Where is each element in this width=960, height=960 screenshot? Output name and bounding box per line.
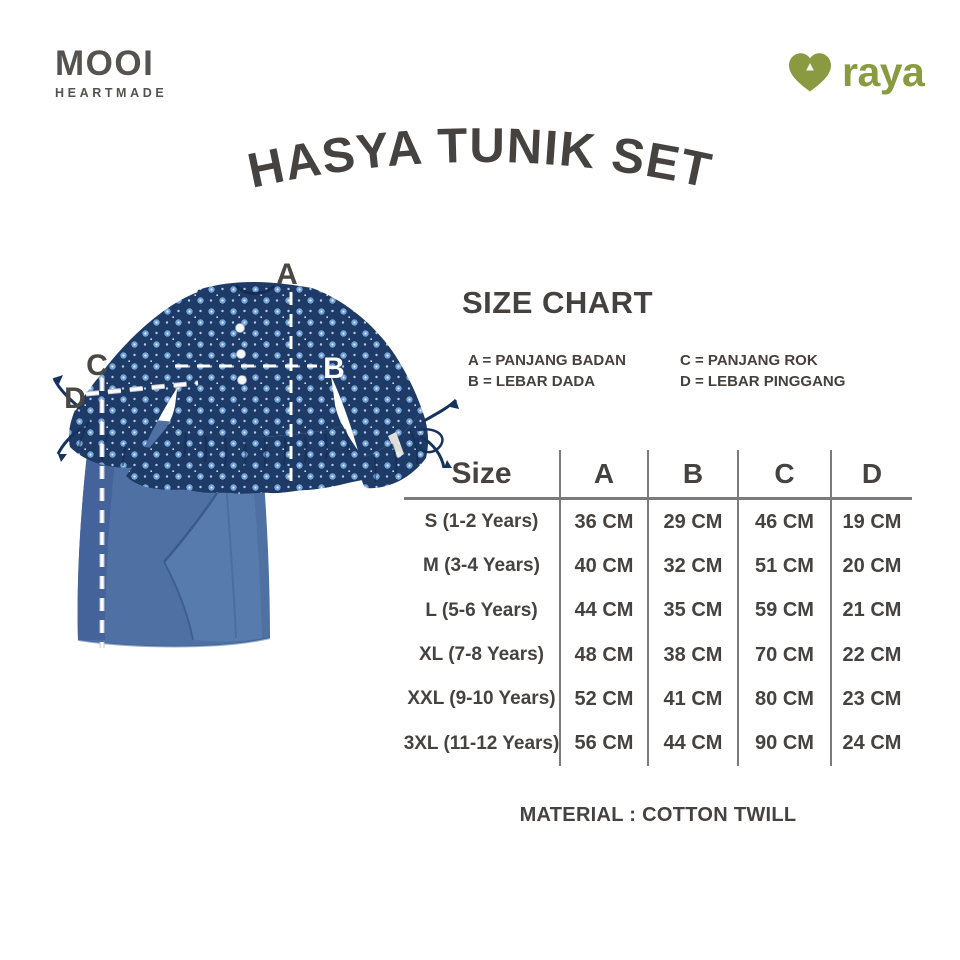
table-cell: 24 CM [830, 721, 912, 766]
tunic-top [52, 282, 459, 494]
measurement-legend: A = PANJANG BADAN B = LEBAR DADA C = PAN… [468, 352, 845, 394]
svg-text:HASYA TUNIK SET: HASYA TUNIK SET [243, 119, 717, 199]
label-A: A [276, 258, 298, 291]
table-cell: 19 CM [830, 500, 912, 545]
brand-logo: MOOI HEARTMADE [55, 46, 167, 100]
table-cell: 36 CM [559, 500, 647, 545]
size-table: Size A B C D S (1-2 Years) 36 CM 29 CM 4… [404, 450, 912, 766]
table-row-size: XXL (9-10 Years) [407, 688, 556, 710]
table-cell: 41 CM [647, 677, 737, 722]
table-cell: 44 CM [647, 721, 737, 766]
size-chart-heading: SIZE CHART [462, 285, 653, 320]
table-row-size: L (5-6 Years) [425, 599, 538, 621]
table-cell: 21 CM [830, 588, 912, 633]
label-C: C [86, 349, 108, 382]
table-cell: 22 CM [830, 632, 912, 678]
table-cell: 20 CM [830, 544, 912, 589]
table-cell: 40 CM [559, 544, 647, 589]
material-note: MATERIAL : COTTON TWILL [519, 804, 797, 826]
table-cell: 38 CM [647, 632, 737, 678]
raya-logo: raya [786, 49, 925, 99]
table-cell: 29 CM [647, 500, 737, 545]
label-D: D [64, 382, 86, 415]
table-cell: 46 CM [737, 500, 830, 545]
legend-item-b: B = LEBAR DADA [468, 373, 596, 390]
table-cell: 52 CM [559, 677, 647, 722]
table-cell: 59 CM [737, 588, 830, 633]
legend-item-d: D = LEBAR PINGGANG [680, 373, 846, 390]
table-cell: 35 CM [647, 588, 737, 633]
col-header-a: A [559, 450, 647, 500]
table-cell: 44 CM [559, 588, 647, 633]
brand-name: MOOI [55, 44, 155, 83]
table-cell: 51 CM [737, 544, 830, 589]
table-cell: 90 CM [737, 721, 830, 766]
table-cell: 23 CM [830, 677, 912, 722]
label-B: B [323, 352, 345, 385]
table-row-size: S (1-2 Years) [424, 511, 539, 533]
product-photo: A B C D [52, 258, 459, 648]
table-cell: 32 CM [647, 544, 737, 589]
raya-wordmark: raya [842, 49, 925, 95]
table-row-size: 3XL (11-12 Years) [403, 732, 560, 754]
col-header-size: Size [404, 450, 559, 500]
table-cell: 56 CM [559, 721, 647, 766]
sleeve-ties [52, 377, 458, 469]
product-title: HASYA TUNIK SET [243, 119, 715, 199]
measurement-lines [85, 292, 317, 648]
table-row-size: XL (7-8 Years) [419, 644, 544, 666]
legend-item-c: C = PANJANG ROK [680, 352, 818, 369]
table-cell: 80 CM [737, 677, 830, 722]
buttons [235, 323, 247, 385]
heart-icon [786, 50, 834, 99]
product-title-arc: HASYA TUNIK SET [243, 119, 717, 199]
legend-item-a: A = PANJANG BADAN [468, 352, 626, 369]
col-header-c: C [737, 450, 830, 500]
line-D [85, 381, 199, 396]
col-header-b: B [647, 450, 737, 500]
table-cell: 70 CM [737, 632, 830, 678]
brand-tagline: HEARTMADE [55, 86, 168, 100]
col-header-d: D [830, 450, 912, 500]
table-row-size: M (3-4 Years) [423, 555, 540, 577]
table-cell: 48 CM [559, 632, 647, 678]
